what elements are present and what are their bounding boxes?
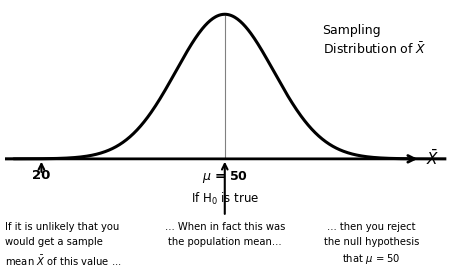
Text: Sampling: Sampling — [323, 24, 381, 37]
Text: $\mu$ = 50: $\mu$ = 50 — [202, 169, 248, 185]
Text: ... When in fact this was
the population mean...: ... When in fact this was the population… — [164, 222, 285, 247]
Text: 20: 20 — [32, 169, 51, 182]
Text: If H$_0$ is true: If H$_0$ is true — [191, 191, 259, 207]
Text: If it is unlikely that you
would get a sample
mean $\bar{X}$ of this value ...: If it is unlikely that you would get a s… — [5, 222, 121, 268]
Text: Distribution of $\bar{X}$: Distribution of $\bar{X}$ — [323, 41, 426, 57]
Text: ... then you reject
the null hypothesis
that $\mu$ = 50: ... then you reject the null hypothesis … — [324, 222, 419, 266]
Text: $\bar{X}$: $\bar{X}$ — [427, 149, 440, 168]
